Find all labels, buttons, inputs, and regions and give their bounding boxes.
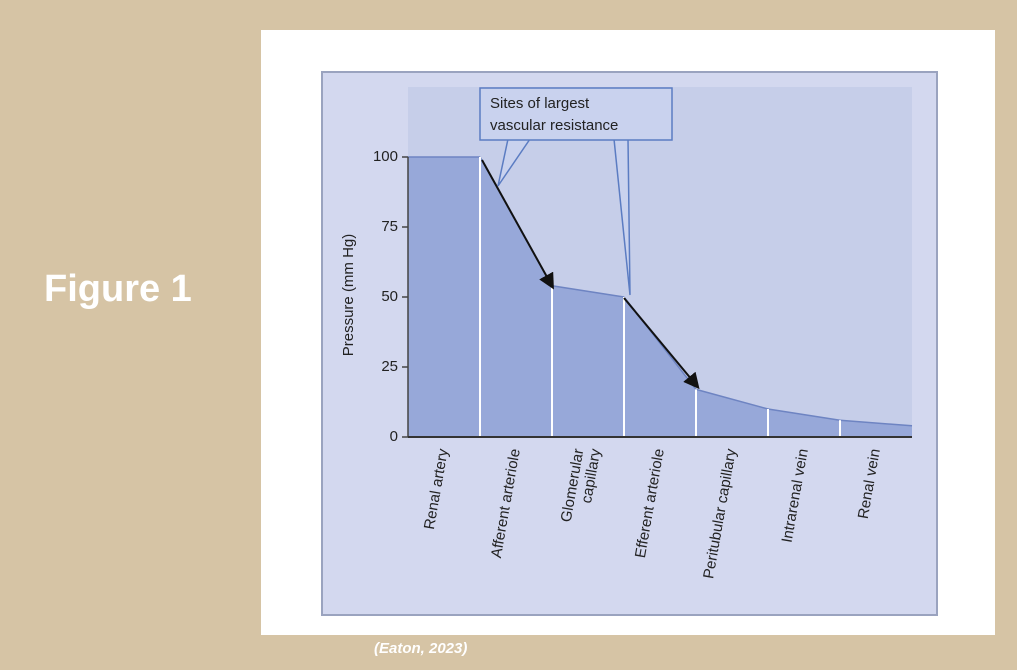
area-segment [408,157,480,437]
annotation: Sites of largest [490,95,590,112]
y-tick-label: 75 [381,218,398,235]
arrow [481,159,554,290]
annotation: vascular resistance [490,117,618,134]
y-tick-label: 50 [381,288,398,305]
area-segment [480,157,552,437]
y-tick-label: 100 [373,148,398,165]
figure-title: Figure 1 [44,268,192,310]
caption: (Eaton, 2023) [374,640,468,657]
y-tick-label: 25 [381,358,398,375]
segment-edge [551,285,625,298]
segment-edge [839,419,913,427]
area-segment [624,297,696,437]
area-segment [552,285,624,437]
arrow [623,297,700,390]
area-segment [696,389,768,437]
segment-edge [695,388,769,410]
callout-box [479,87,673,141]
segment-edge [767,408,841,421]
area-segment [768,409,840,437]
y-axis-label: Pressure (mm Hg) [340,234,357,357]
y-tick-label: 0 [390,428,398,445]
